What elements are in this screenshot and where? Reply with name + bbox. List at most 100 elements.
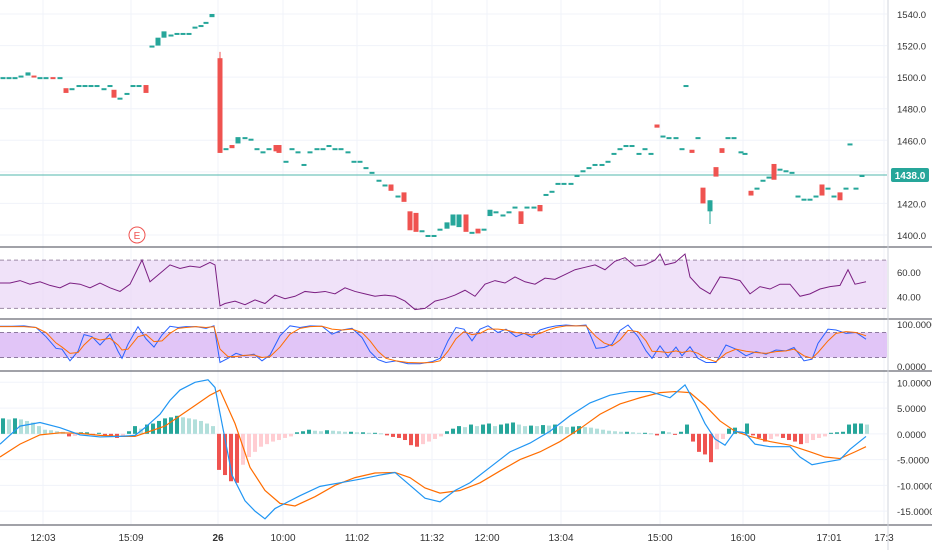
candle[interactable] bbox=[506, 211, 512, 214]
macd-panel[interactable] bbox=[0, 379, 869, 520]
candle[interactable] bbox=[648, 152, 654, 155]
macd-line[interactable] bbox=[0, 379, 867, 520]
event-marker-circle[interactable] bbox=[128, 226, 146, 244]
candle[interactable] bbox=[475, 228, 481, 234]
candle[interactable] bbox=[537, 205, 543, 212]
candle[interactable] bbox=[738, 151, 744, 154]
candle[interactable] bbox=[801, 198, 807, 201]
candle[interactable] bbox=[654, 124, 660, 128]
candle[interactable] bbox=[76, 85, 82, 88]
candle[interactable] bbox=[493, 211, 499, 214]
candle[interactable] bbox=[198, 25, 204, 28]
candle[interactable] bbox=[203, 21, 209, 24]
candle[interactable] bbox=[689, 149, 695, 153]
candle[interactable] bbox=[700, 187, 706, 204]
candle[interactable] bbox=[314, 148, 320, 151]
candle[interactable] bbox=[837, 192, 843, 201]
candle[interactable] bbox=[673, 137, 679, 140]
candle[interactable] bbox=[345, 151, 351, 154]
candle[interactable] bbox=[629, 145, 635, 148]
candle[interactable] bbox=[276, 145, 282, 153]
candle[interactable] bbox=[192, 26, 198, 29]
candle[interactable] bbox=[363, 167, 369, 170]
candle[interactable] bbox=[25, 72, 31, 76]
candle[interactable] bbox=[456, 214, 462, 228]
candle[interactable] bbox=[783, 170, 789, 173]
candle[interactable] bbox=[683, 85, 689, 88]
candle[interactable] bbox=[771, 163, 777, 180]
earnings-event-marker[interactable]: E bbox=[128, 226, 146, 244]
candle[interactable] bbox=[748, 190, 754, 196]
candle[interactable] bbox=[351, 160, 357, 163]
candle[interactable] bbox=[707, 200, 713, 224]
candle[interactable] bbox=[260, 151, 266, 154]
candle[interactable] bbox=[437, 228, 443, 231]
candle[interactable] bbox=[419, 230, 425, 233]
candle[interactable] bbox=[31, 75, 37, 78]
candle[interactable] bbox=[0, 77, 6, 80]
candle[interactable] bbox=[623, 145, 629, 148]
candle[interactable] bbox=[825, 187, 831, 190]
candle[interactable] bbox=[777, 168, 783, 171]
candle[interactable] bbox=[94, 85, 100, 88]
candle[interactable] bbox=[43, 77, 49, 80]
candle[interactable] bbox=[69, 88, 75, 91]
stochastic-k-line[interactable] bbox=[0, 324, 867, 365]
candle[interactable] bbox=[549, 190, 555, 193]
candle[interactable] bbox=[795, 195, 801, 198]
candle[interactable] bbox=[813, 195, 819, 198]
candle[interactable] bbox=[111, 89, 117, 98]
candle[interactable] bbox=[731, 137, 737, 140]
candle[interactable] bbox=[50, 77, 56, 80]
candle[interactable] bbox=[357, 160, 363, 163]
candle[interactable] bbox=[617, 148, 623, 151]
candle[interactable] bbox=[611, 152, 617, 155]
candle[interactable] bbox=[180, 32, 186, 35]
candle[interactable] bbox=[289, 148, 295, 151]
candle[interactable] bbox=[174, 32, 180, 35]
candle[interactable] bbox=[500, 214, 506, 217]
candle[interactable] bbox=[63, 88, 69, 93]
candle[interactable] bbox=[789, 171, 795, 174]
candle[interactable] bbox=[124, 92, 130, 95]
candle[interactable] bbox=[130, 85, 136, 88]
candle[interactable] bbox=[555, 182, 561, 185]
candle[interactable] bbox=[695, 137, 701, 140]
candle[interactable] bbox=[235, 137, 241, 144]
candle[interactable] bbox=[248, 138, 254, 141]
candle[interactable] bbox=[57, 77, 63, 80]
candle[interactable] bbox=[320, 148, 326, 151]
candle[interactable] bbox=[273, 145, 279, 152]
candle[interactable] bbox=[6, 77, 12, 80]
candle[interactable] bbox=[807, 198, 813, 201]
candle[interactable] bbox=[161, 31, 167, 38]
candle[interactable] bbox=[487, 209, 493, 217]
candle[interactable] bbox=[586, 167, 592, 170]
candle[interactable] bbox=[431, 235, 437, 237]
candle[interactable] bbox=[524, 206, 530, 209]
candle[interactable] bbox=[512, 206, 518, 209]
candle[interactable] bbox=[209, 14, 215, 18]
candle[interactable] bbox=[217, 51, 223, 153]
candle[interactable] bbox=[463, 214, 469, 232]
candle[interactable] bbox=[719, 148, 725, 153]
candle[interactable] bbox=[766, 176, 772, 179]
macd-signal-line[interactable] bbox=[0, 389, 867, 507]
candle[interactable] bbox=[847, 143, 853, 146]
candle[interactable] bbox=[853, 187, 859, 190]
candle[interactable] bbox=[469, 231, 475, 234]
candle[interactable] bbox=[136, 85, 142, 88]
candle[interactable] bbox=[742, 152, 748, 155]
candle[interactable] bbox=[725, 137, 731, 140]
candle[interactable] bbox=[395, 195, 401, 198]
candle[interactable] bbox=[117, 97, 123, 100]
candle[interactable] bbox=[101, 88, 107, 91]
candle[interactable] bbox=[481, 228, 487, 231]
candle[interactable] bbox=[149, 45, 155, 48]
candle[interactable] bbox=[155, 37, 161, 46]
candle[interactable] bbox=[543, 193, 549, 196]
candle[interactable] bbox=[82, 85, 88, 88]
candle[interactable] bbox=[283, 160, 289, 163]
candle[interactable] bbox=[666, 137, 672, 140]
